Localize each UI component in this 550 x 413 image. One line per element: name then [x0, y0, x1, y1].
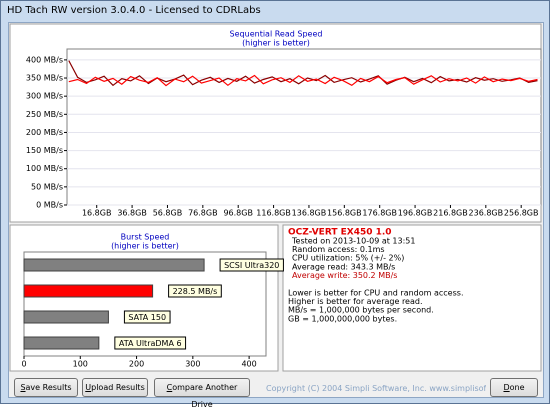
plot-area [66, 48, 542, 206]
y-tick-label: 50 MB/s [31, 182, 63, 191]
x-tick-label: 36.8GB [117, 209, 147, 218]
x-tick-label: 76.8GB [188, 209, 218, 218]
average-write: Average write: 350.2 MB/s [292, 271, 397, 280]
info-detail: CPU utilization: 5% (+/- 2%) [292, 254, 404, 263]
info-note: GB = 1,000,000,000 bytes. [288, 314, 397, 323]
x-tick-label: 200 [129, 360, 144, 369]
info-detail: Average read: 343.3 MB/s [292, 262, 395, 271]
category-label: ATA UltraDMA 6 [119, 339, 182, 348]
chart-subtitle: (higher is better) [111, 242, 179, 251]
done-button[interactable]: Done [490, 378, 538, 397]
window-title: HD Tach RW version 3.0.4.0 - Licensed to… [7, 5, 261, 16]
x-tick-label: 156.8GB [327, 209, 362, 218]
info-note: MB/s = 1,000,000 bytes per second. [288, 306, 434, 315]
info-detail: Random access: 0.1ms [292, 245, 385, 254]
category-label: SCSI Ultra320 [224, 261, 279, 270]
x-tick-label: 236.8GB [469, 209, 504, 218]
chart-subtitle: (higher is better) [242, 39, 310, 48]
y-tick-label: 200 MB/s [26, 128, 63, 137]
label-box [114, 336, 187, 350]
x-tick-label: 100 [73, 360, 88, 369]
bar [23, 284, 154, 298]
x-tick-label: 216.8GB [433, 209, 468, 218]
y-tick-label: 400 MB/s [26, 55, 63, 64]
y-tick-label: 350 MB/s [26, 74, 63, 83]
x-tick-label: 56.8GB [153, 209, 183, 218]
bar [23, 258, 205, 272]
y-tick-label: 250 MB/s [26, 110, 63, 119]
x-tick-label: 196.8GB [398, 209, 433, 218]
x-tick-label: 176.8GB [362, 209, 397, 218]
charts: Sequential Read Speed(higher is better)0… [9, 23, 542, 372]
x-tick-label: 16.8GB [82, 209, 112, 218]
x-tick-label: 116.8GB [256, 209, 291, 218]
info-panel [282, 224, 542, 372]
drive-name: OCZ-VERT EX450 1.0 [288, 228, 392, 238]
x-tick-label: 256.8GB [504, 209, 539, 218]
save-button[interactable]: Save Results [14, 378, 78, 397]
label-box [168, 284, 222, 298]
value-label: 228.5 MB/s [173, 287, 218, 296]
upload-button[interactable]: Upload Results [82, 378, 148, 397]
y-tick-label: 100 MB/s [26, 164, 63, 173]
bar [23, 336, 100, 350]
y-tick-label: 150 MB/s [26, 146, 63, 155]
series-line [68, 74, 538, 87]
chart-title: Sequential Read Speed [230, 30, 323, 39]
copyright: Copyright (C) 2004 Simpli Software, Inc.… [266, 384, 486, 393]
x-tick-label: 400 [241, 360, 256, 369]
category-label: SATA 150 [128, 313, 166, 322]
x-tick-label: 96.8GB [223, 209, 253, 218]
label-box [123, 310, 171, 324]
x-tick-label: 0 [21, 360, 26, 369]
bar [23, 310, 109, 324]
info-note: Lower is better for CPU and random acces… [288, 289, 463, 298]
info-note: Higher is better for average read. [288, 297, 423, 306]
x-tick-label: 300 [185, 360, 200, 369]
y-tick-label: 300 MB/s [26, 92, 63, 101]
label-box [219, 258, 284, 272]
info-detail: Tested on 2013-10-09 at 13:51 [291, 237, 415, 246]
compare-button[interactable]: Compare Another Drive [154, 378, 250, 409]
chart-title: Burst Speed [121, 233, 170, 242]
x-tick-label: 136.8GB [292, 209, 327, 218]
y-tick-label: 0 MB/s [36, 201, 63, 210]
